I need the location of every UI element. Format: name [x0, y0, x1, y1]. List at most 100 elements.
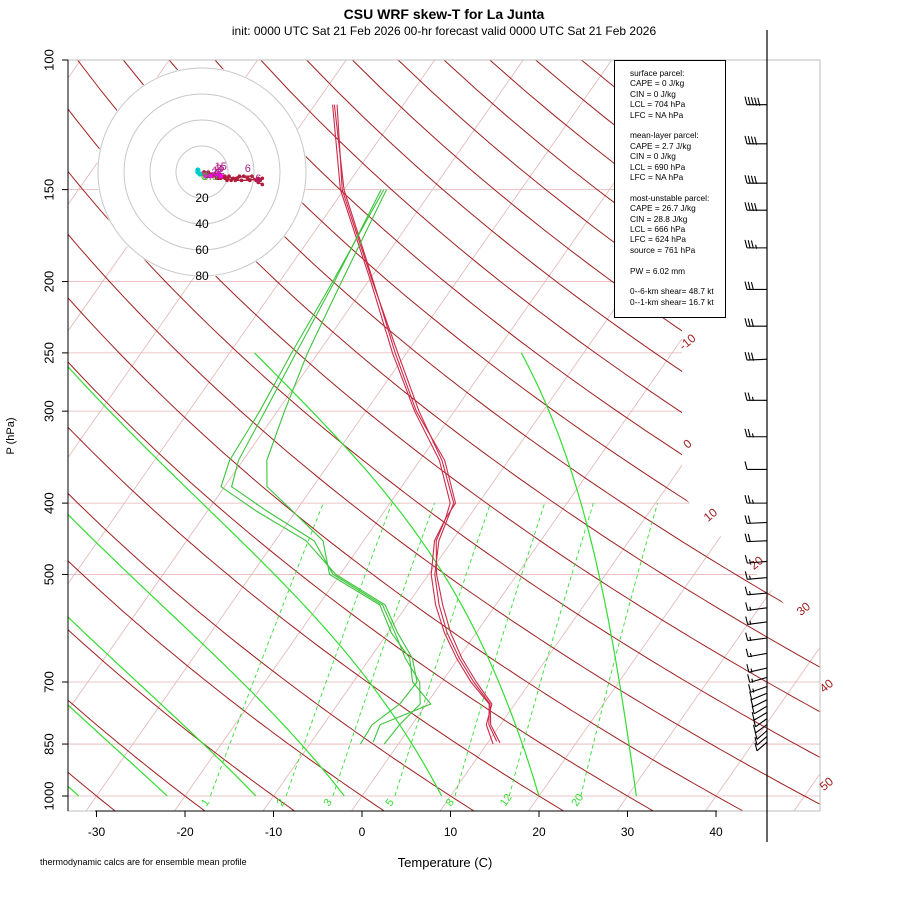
wind-barb-feather [754, 736, 758, 746]
wind-barb-feather [744, 554, 748, 564]
wind-barb-feather [745, 616, 749, 625]
dry-adiabat [68, 60, 296, 811]
wind-barb-shaft [756, 741, 768, 752]
wind-barb-feather [751, 705, 755, 714]
wind-barb-feather [744, 239, 748, 249]
y-tick-label: 1000 [41, 782, 56, 811]
y-axis-label: P (hPa) [5, 417, 17, 455]
wind-barb-feather [747, 428, 751, 438]
wind-barb-feather [746, 664, 750, 673]
y-tick-label: 500 [41, 564, 56, 586]
stat-line: source = 761 hPa [630, 244, 696, 255]
wind-barb-half-feather [751, 678, 754, 683]
wind-barb-shaft [756, 736, 768, 746]
hodograph-height-label: 2 [211, 167, 217, 179]
isotherm-line [68, 60, 524, 811]
y-tick-label: 100 [41, 49, 56, 71]
y-tick-label: 300 [41, 400, 56, 422]
mixing-ratio-line [332, 502, 435, 797]
wind-barb-half-feather [751, 499, 754, 504]
wind-barb-feather [747, 281, 751, 290]
wind-barb-feather [744, 351, 748, 361]
wind-barb-feather [744, 202, 748, 211]
x-tick-label: 40 [709, 825, 723, 839]
wind-barb-feather [752, 718, 757, 727]
wind-barb-half-feather [752, 688, 755, 693]
hodograph-ring [97, 67, 307, 277]
wind-barb-shaft [753, 711, 768, 721]
dry-adiabat [68, 60, 476, 811]
hodograph-point [239, 178, 244, 183]
wind-barb-feather [744, 428, 748, 437]
wind-barb-half-feather [755, 244, 758, 249]
hodograph-height-label: 4 [218, 163, 224, 175]
hodograph-height-label: 6 [255, 173, 261, 185]
hodograph-point [214, 176, 219, 181]
dry-adiabat [168, 60, 820, 811]
wind-barb-feather [754, 136, 758, 145]
wind-barb-feather [747, 96, 751, 106]
dewpoint-profile [220, 189, 418, 745]
wind-barb-feather [744, 135, 748, 144]
stat-line: LCL = 666 hPa [630, 224, 686, 235]
wind-barb-feather [745, 602, 749, 611]
stat-line: LFC = 624 hPa [630, 234, 687, 245]
dry-adiabat [214, 60, 820, 811]
isotherm-line [616, 60, 820, 811]
temperature-profile [333, 104, 494, 745]
dry-adiabat-label: 0 [680, 436, 694, 451]
hodograph-height-label: 1 [205, 169, 211, 181]
x-tick-label: 10 [444, 825, 458, 839]
stat-line: CIN = 0 J/kg [630, 88, 676, 99]
dry-adiabat [68, 60, 820, 811]
hodograph-point [237, 174, 242, 178]
hodograph-point [223, 176, 227, 181]
hodograph-low-point [212, 171, 217, 177]
wind-barb-half-feather [749, 606, 752, 611]
stat-line: 0--6-km shear= 48.7 kt [630, 286, 714, 297]
wind-barb-feather [745, 648, 749, 657]
x-tick-label: 20 [532, 825, 546, 839]
hodograph-ring-label: 80 [195, 269, 209, 283]
mixing-ratio-line [394, 502, 491, 797]
x-axis-label: Temperature (C) [397, 855, 493, 870]
hodograph-ring-label: 60 [195, 243, 209, 257]
wind-barb-feather [747, 352, 751, 361]
hodograph-ring-label: 20 [195, 191, 209, 205]
wind-barb-feather [750, 136, 754, 145]
hodograph-low-point [203, 173, 209, 179]
y-tick-label: 700 [41, 671, 56, 693]
wind-barb-feather [750, 202, 754, 211]
wind-barb-feather [745, 632, 749, 641]
wind-barb-half-feather [750, 668, 753, 673]
stat-line: most-unstable parcel: [630, 192, 710, 203]
dry-adiabat [306, 60, 820, 811]
hodograph-ring-label: 40 [195, 217, 209, 231]
wind-barb-half-feather [748, 575, 752, 580]
wind-barb-feather [750, 698, 754, 707]
wind-barb-feather [744, 461, 748, 470]
wind-barb-feather [747, 674, 751, 683]
mixing-ratio-label: 1 [199, 797, 212, 809]
y-tick-label: 850 [41, 733, 56, 755]
stat-line: 0--1-km shear= 16.7 kt [630, 296, 714, 307]
wind-barb-feather [754, 202, 758, 212]
hodograph-point [256, 176, 260, 181]
mixing-ratio-label: 2 [275, 797, 288, 809]
stat-line: CIN = 28.8 J/kg [630, 213, 688, 224]
moist-adiabat [68, 352, 257, 797]
hodograph-point [248, 178, 252, 183]
x-tick-label: 0 [359, 825, 366, 839]
wind-barb-feather [744, 494, 748, 504]
dewpoint-profile [266, 189, 432, 743]
wind-barb-shaft [756, 730, 768, 740]
wind-barb-feather [747, 240, 751, 249]
dry-adiabat [77, 60, 820, 811]
wind-barb-feather [744, 586, 748, 595]
wind-barb-feather [749, 691, 753, 700]
isotherm-line [68, 60, 436, 811]
mixing-ratio-label: 3 [322, 797, 335, 809]
wind-barb-feather [754, 742, 758, 751]
stat-line: mean-layer parcel: [630, 130, 699, 141]
